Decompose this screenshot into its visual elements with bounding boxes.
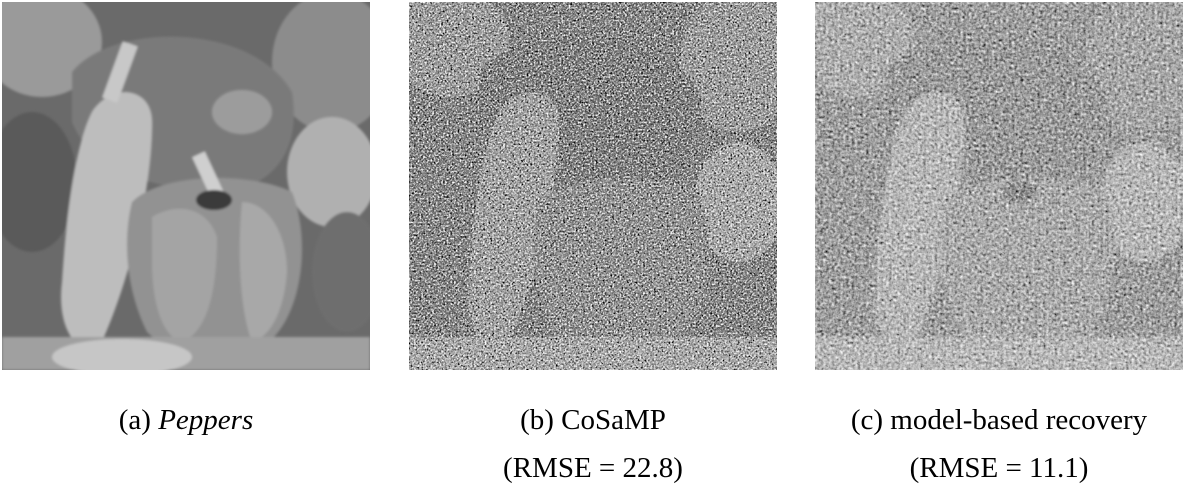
caption-prefix: (a) [118,404,151,436]
caption-prefix: (c) [850,404,884,436]
caption-title: Peppers [158,404,254,436]
figure-panel-b: (b) CoSaMP (RMSE = 22.8) [409,0,777,488]
caption-line-1: (a) Peppers [2,403,370,437]
caption-title: model-based recovery [890,404,1148,436]
caption-line-1: (b) CoSaMP [409,403,777,437]
caption-prefix: (b) [520,404,554,436]
caption-title: CoSaMP [561,404,666,436]
peppers-original-image [2,2,370,370]
cosamp-reconstruction-image [409,2,777,370]
figure-panel-c: (c) model-based recovery (RMSE = 11.1) [815,0,1183,488]
caption-line-1: (c) model-based recovery [815,403,1183,437]
caption-rmse: (RMSE = 11.1) [909,452,1089,484]
caption-rmse: (RMSE = 22.8) [503,452,683,484]
figure-panel-a: (a) Peppers [2,0,370,488]
model-based-recovery-image [815,2,1183,370]
